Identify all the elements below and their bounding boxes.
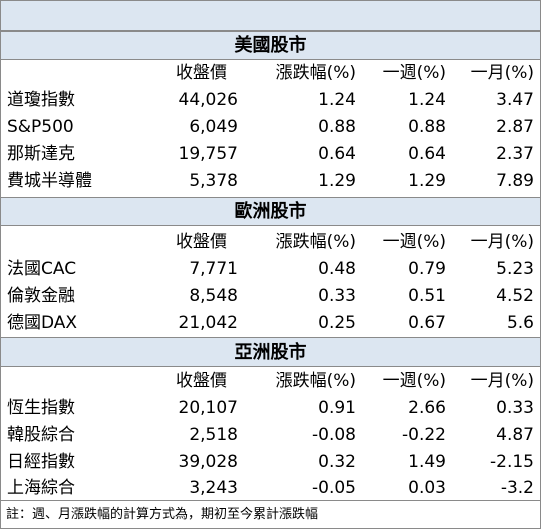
- section-title-europe: 歐洲股市: [234, 201, 307, 222]
- month-value: -2.15: [490, 452, 534, 472]
- month-value: 7.89: [496, 171, 534, 191]
- header-row-us: 收盤價 漲跌幅(%) 一週(%) 一月(%): [1, 60, 540, 87]
- month-value: 2.37: [496, 144, 534, 164]
- week-value: 0.88: [408, 117, 446, 137]
- change-value: 0.32: [318, 452, 356, 472]
- close-value: 20,107: [178, 398, 238, 418]
- change-value: 0.25: [318, 313, 356, 333]
- table-row: 日經指數 39,028 0.32 1.49 -2.15: [1, 449, 540, 476]
- header-change: 漲跌幅(%): [275, 371, 356, 391]
- index-name: 上海綜合: [7, 478, 75, 498]
- section-title-us: 美國股市: [234, 35, 307, 56]
- asia-section-band: [1, 337, 540, 367]
- index-name: 法國CAC: [7, 259, 77, 279]
- index-name: 德國DAX: [7, 313, 78, 333]
- month-value: -3.2: [500, 478, 534, 498]
- header-change: 漲跌幅(%): [275, 232, 356, 252]
- index-name: 日經指數: [7, 452, 75, 472]
- month-value: 5.6: [506, 313, 534, 333]
- change-value: 0.88: [318, 117, 356, 137]
- week-value: 0.67: [408, 313, 446, 333]
- header-week: 一週(%): [382, 371, 446, 391]
- month-value: 2.87: [496, 117, 534, 137]
- month-value: 0.33: [496, 398, 534, 418]
- table-row: 德國DAX 21,042 0.25 0.67 5.6: [1, 310, 540, 337]
- header-close: 收盤價: [176, 63, 227, 83]
- week-value: -0.22: [402, 425, 446, 445]
- close-value: 44,026: [178, 90, 238, 110]
- table-row: 費城半導體 5,378 1.29 1.29 7.89: [1, 168, 540, 195]
- index-name: 費城半導體: [7, 171, 92, 191]
- close-value: 6,049: [189, 117, 238, 137]
- table-row: 道瓊指數 44,026 1.24 1.24 3.47: [1, 87, 540, 114]
- change-value: 0.33: [318, 286, 356, 306]
- close-value: 7,771: [189, 259, 238, 279]
- europe-section-band: [1, 197, 540, 226]
- header-change: 漲跌幅(%): [275, 63, 356, 83]
- week-value: 0.64: [408, 144, 446, 164]
- change-value: 0.91: [318, 398, 356, 418]
- table-row: S&P500 6,049 0.88 0.88 2.87: [1, 114, 540, 141]
- header-month: 一月(%): [470, 371, 534, 391]
- table-row: 那斯達克 19,757 0.64 0.64 2.37: [1, 141, 540, 168]
- index-name: S&P500: [7, 117, 74, 137]
- change-value: -0.05: [312, 478, 356, 498]
- week-value: 1.49: [408, 452, 446, 472]
- week-value: 2.66: [408, 398, 446, 418]
- close-value: 19,757: [178, 144, 238, 164]
- month-value: 4.52: [496, 286, 534, 306]
- change-value: 0.64: [318, 144, 356, 164]
- section-title-asia: 亞洲股市: [234, 342, 307, 363]
- top-band: [1, 1, 540, 31]
- index-name: 道瓊指數: [7, 90, 75, 110]
- change-value: -0.08: [312, 425, 356, 445]
- table-row: 韓股綜合 2,518 -0.08 -0.22 4.87: [1, 422, 540, 449]
- index-name: 那斯達克: [7, 144, 75, 164]
- change-value: 0.48: [318, 259, 356, 279]
- week-value: 1.29: [408, 171, 446, 191]
- change-value: 1.29: [318, 171, 356, 191]
- week-value: 1.24: [408, 90, 446, 110]
- change-value: 1.24: [318, 90, 356, 110]
- header-month: 一月(%): [470, 63, 534, 83]
- close-value: 3,243: [189, 478, 238, 498]
- close-value: 39,028: [178, 452, 238, 472]
- table-row: 恆生指數 20,107 0.91 2.66 0.33: [1, 395, 540, 422]
- footnote: 註：週、月漲跌幅的計算方式為，期初至今累計漲跌幅: [1, 500, 540, 528]
- close-value: 8,548: [189, 286, 238, 306]
- month-value: 5.23: [496, 259, 534, 279]
- header-week: 一週(%): [382, 63, 446, 83]
- table-row: 倫敦金融 8,548 0.33 0.51 4.52: [1, 283, 540, 310]
- index-name: 恆生指數: [7, 398, 75, 418]
- table-row: 上海綜合 3,243 -0.05 0.03 -3.2: [1, 475, 540, 502]
- header-close: 收盤價: [176, 232, 227, 252]
- header-month: 一月(%): [470, 232, 534, 252]
- close-value: 21,042: [178, 313, 238, 333]
- week-value: 0.03: [408, 478, 446, 498]
- us-section-band: [1, 31, 540, 60]
- index-name: 韓股綜合: [7, 425, 75, 445]
- close-value: 2,518: [189, 425, 238, 445]
- month-value: 3.47: [496, 90, 534, 110]
- header-row-europe: 收盤價 漲跌幅(%) 一週(%) 一月(%): [1, 229, 540, 256]
- header-close: 收盤價: [176, 371, 227, 391]
- week-value: 0.79: [408, 259, 446, 279]
- close-value: 5,378: [189, 171, 238, 191]
- index-name: 倫敦金融: [7, 286, 75, 306]
- month-value: 4.87: [496, 425, 534, 445]
- table-row: 法國CAC 7,771 0.48 0.79 5.23: [1, 256, 540, 283]
- header-row-asia: 收盤價 漲跌幅(%) 一週(%) 一月(%): [1, 368, 540, 395]
- week-value: 0.51: [408, 286, 446, 306]
- header-week: 一週(%): [382, 232, 446, 252]
